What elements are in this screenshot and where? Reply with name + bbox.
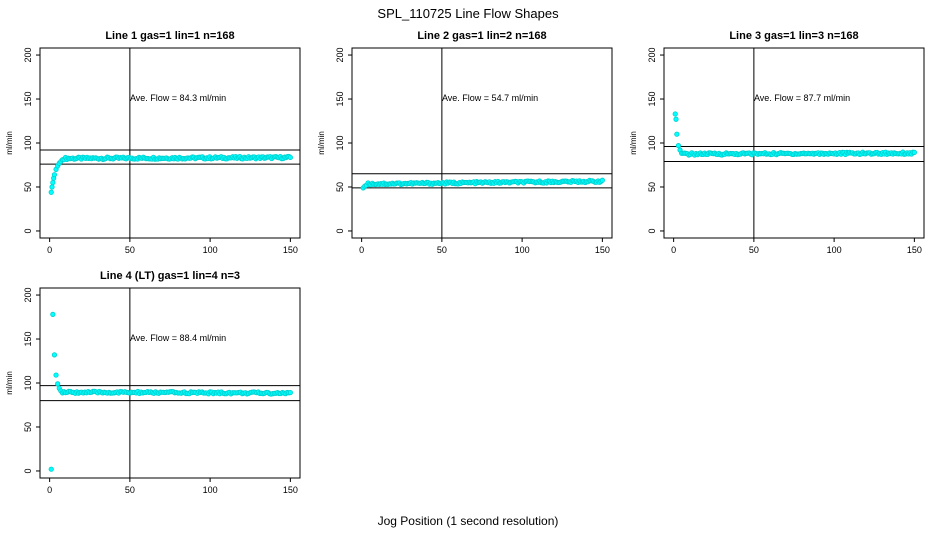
svg-text:200: 200 (335, 48, 345, 63)
plot-line-3: 0 50 100 150 0 50 100 150 200 ml/min Ave. Flow = 8… (629, 47, 925, 255)
svg-text:50: 50 (749, 245, 759, 255)
panel-line-2: Line 2 gas=1 lin=2 n=168 0 50 100 150 0 50 100… (312, 28, 624, 268)
panel-line-3-title: Line 3 gas=1 lin=3 n=168 (729, 30, 859, 42)
plot-box (39, 287, 301, 479)
svg-text:150: 150 (283, 245, 298, 255)
svg-text:50: 50 (23, 422, 33, 432)
y-axis-title: ml/min (317, 131, 326, 155)
figure-title: SPL_110725 Line Flow Shapes (377, 6, 559, 21)
ref-lines (40, 48, 300, 238)
x-axis: 0 50 100 150 (359, 238, 610, 255)
panel-line-4: Line 4 (LT) gas=1 lin=4 n=3 0 50 100 150 0 50… (0, 268, 312, 508)
svg-text:0: 0 (47, 245, 52, 255)
ref-lines (352, 48, 612, 238)
svg-text:50: 50 (647, 182, 657, 192)
x-axis-label: Jog Position (1 second resolution) (377, 514, 559, 528)
scatter-points (672, 111, 917, 158)
svg-text:50: 50 (23, 182, 33, 192)
panel-grid: Line 1 gas=1 lin=1 n=168 0 50 100 150 0 50 100… (0, 28, 936, 508)
scatter-points (48, 153, 293, 195)
ave-flow-annotation: Ave. Flow = 88.4 ml/min (130, 333, 226, 343)
panel-line-1-title: Line 1 gas=1 lin=1 n=168 (105, 30, 235, 42)
svg-text:100: 100 (335, 135, 345, 150)
svg-text:100: 100 (23, 135, 33, 150)
y-axis-title: ml/min (5, 131, 14, 155)
svg-text:150: 150 (647, 92, 657, 107)
y-axis-title: ml/min (5, 371, 14, 395)
svg-text:150: 150 (23, 332, 33, 347)
x-axis: 0 50 100 150 (47, 238, 298, 255)
y-axis: 0 50 100 150 200 (23, 48, 40, 233)
plot-line-1: 0 50 100 150 0 50 100 150 200 ml/min Ave. Flow = 8… (5, 47, 301, 255)
y-axis: 0 50 100 150 200 (647, 48, 664, 233)
svg-text:0: 0 (335, 228, 345, 233)
svg-text:50: 50 (437, 245, 447, 255)
svg-text:150: 150 (335, 92, 345, 107)
plot-line-2: 0 50 100 150 0 50 100 150 200 ml/min Ave. Flow = 5… (317, 47, 613, 255)
svg-text:0: 0 (47, 485, 52, 495)
svg-text:0: 0 (23, 468, 33, 473)
panel-line-2-title: Line 2 gas=1 lin=2 n=168 (417, 30, 547, 42)
scatter-points (360, 177, 605, 191)
ave-flow-annotation: Ave. Flow = 54.7 ml/min (442, 93, 538, 103)
panel-line-4-title: Line 4 (LT) gas=1 lin=4 n=3 (99, 270, 241, 282)
svg-text:100: 100 (203, 485, 218, 495)
y-axis-title: ml/min (629, 131, 638, 155)
svg-text:0: 0 (23, 228, 33, 233)
svg-text:100: 100 (647, 135, 657, 150)
svg-text:150: 150 (907, 245, 922, 255)
plot-line-4: 0 50 100 150 0 50 100 150 200 ml/min Ave. Flow = 8… (5, 287, 301, 495)
svg-text:50: 50 (335, 182, 345, 192)
x-axis: 0 50 100 150 (47, 478, 298, 495)
svg-text:100: 100 (203, 245, 218, 255)
panel-line-3: Line 3 gas=1 lin=3 n=168 0 50 100 150 0 50 100… (624, 28, 936, 268)
y-axis: 0 50 100 150 200 (23, 288, 40, 473)
ave-flow-annotation: Ave. Flow = 87.7 ml/min (754, 93, 850, 103)
svg-text:100: 100 (23, 375, 33, 390)
x-axis: 0 50 100 150 (671, 238, 922, 255)
svg-text:150: 150 (23, 92, 33, 107)
panel-line-1: Line 1 gas=1 lin=1 n=168 0 50 100 150 0 50 100… (0, 28, 312, 268)
svg-text:200: 200 (647, 48, 657, 63)
svg-text:100: 100 (827, 245, 842, 255)
y-axis: 0 50 100 150 200 (335, 48, 352, 233)
svg-text:200: 200 (23, 48, 33, 63)
scatter-points (48, 311, 293, 472)
plot-box (663, 47, 925, 239)
svg-text:50: 50 (125, 245, 135, 255)
plot-box (39, 47, 301, 239)
ave-flow-annotation: Ave. Flow = 84.3 ml/min (130, 93, 226, 103)
svg-text:0: 0 (671, 245, 676, 255)
ref-lines (40, 288, 300, 478)
plot-box (351, 47, 613, 239)
svg-text:0: 0 (359, 245, 364, 255)
svg-text:150: 150 (283, 485, 298, 495)
svg-text:200: 200 (23, 288, 33, 303)
ref-lines (664, 48, 924, 238)
svg-text:0: 0 (647, 228, 657, 233)
svg-text:50: 50 (125, 485, 135, 495)
svg-text:150: 150 (595, 245, 610, 255)
svg-text:100: 100 (515, 245, 530, 255)
